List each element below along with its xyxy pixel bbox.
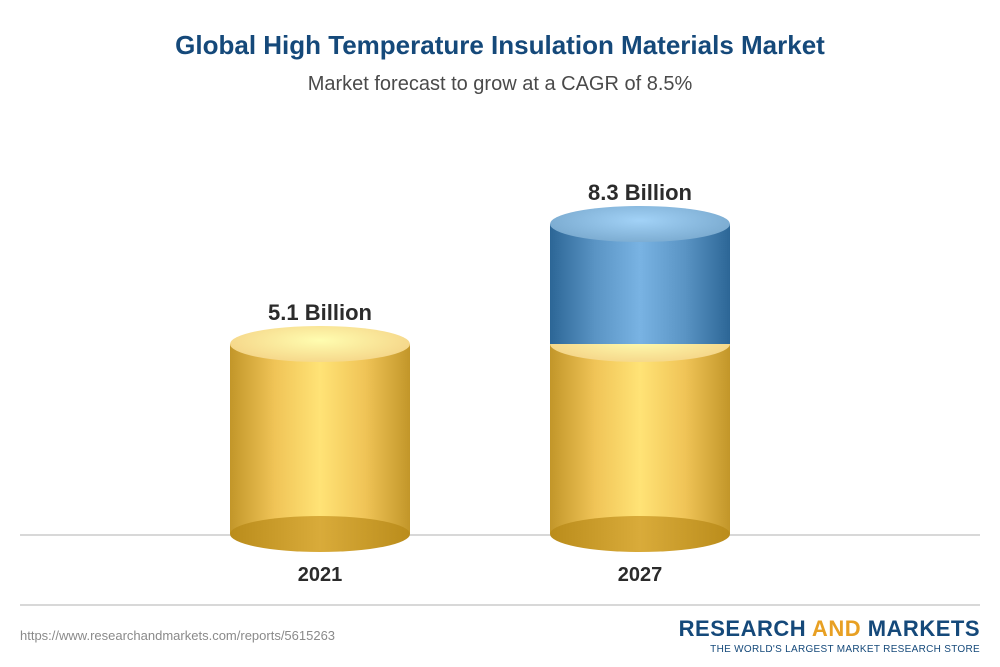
value-label-2027: 8.3 Billion (550, 180, 730, 206)
footer: https://www.researchandmarkets.com/repor… (20, 604, 980, 655)
cylinder-bottom (230, 516, 410, 552)
cylinder-2027 (550, 224, 730, 534)
bar-2027: 8.3 Billion (550, 180, 730, 534)
x-label-2027: 2027 (550, 564, 730, 587)
source-url: https://www.researchandmarkets.com/repor… (20, 628, 335, 643)
cylinder-top (230, 326, 410, 362)
brand-block: RESEARCH AND MARKETS THE WORLD'S LARGEST… (679, 616, 980, 655)
brand-name: RESEARCH AND MARKETS (679, 616, 980, 642)
x-label-2021: 2021 (230, 564, 410, 587)
brand-and: AND (806, 616, 868, 641)
brand-part2: MARKETS (868, 616, 980, 641)
brand-tagline: THE WORLD'S LARGEST MARKET RESEARCH STOR… (679, 644, 980, 655)
brand-part1: RESEARCH (679, 616, 806, 641)
value-label-2021: 5.1 Billion (230, 300, 410, 326)
chart-area: 5.1 Billion 8.3 Billion (20, 116, 980, 536)
chart-title: Global High Temperature Insulation Mater… (20, 30, 980, 61)
cylinder-bottom (550, 516, 730, 552)
cylinder-segment (550, 344, 730, 534)
cylinder-segment (550, 224, 730, 344)
cylinder-segment (230, 344, 410, 534)
chart-subtitle: Market forecast to grow at a CAGR of 8.5… (20, 73, 980, 96)
cylinder-top (550, 206, 730, 242)
bar-2021: 5.1 Billion (230, 300, 410, 534)
x-axis-labels: 2021 2027 (20, 536, 980, 586)
cylinder-2021 (230, 344, 410, 534)
chart-container: Global High Temperature Insulation Mater… (0, 0, 1000, 667)
